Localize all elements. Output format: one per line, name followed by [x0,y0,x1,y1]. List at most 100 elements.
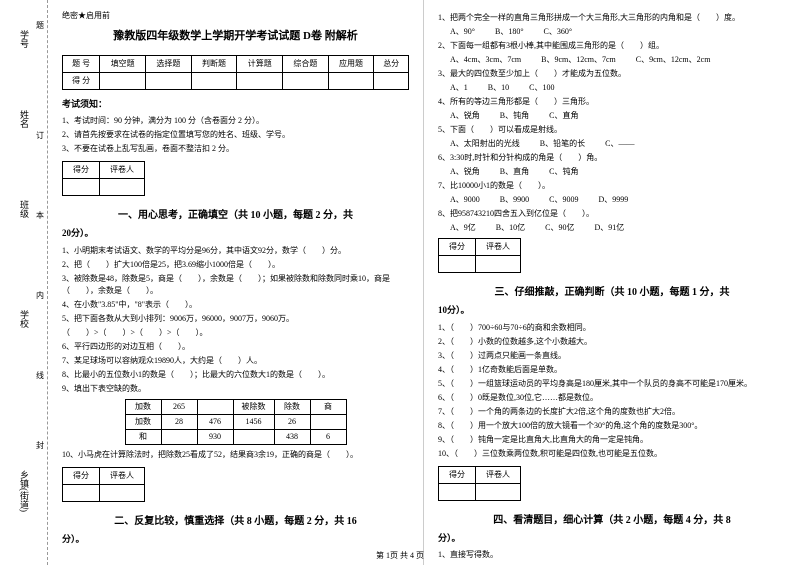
opt: B、9900 [500,194,529,206]
margin-label: 学号 [18,30,31,48]
grader-box: 得分评卷人 [438,238,521,273]
opt: B、10 [488,82,509,94]
q: 4、（ ）1亿奇数能后面是单数。 [438,364,786,376]
q: 1、小明期末考试语文、数学的平均分是96分，其中语文92分，数学（ ）分。 [62,245,409,257]
q: 2、下面每一组都有3根小棒,其中能围成三角形的是（ ）组。 [438,40,786,52]
q: 5、下面（ ）可以看成是射线。 [438,124,786,136]
grader-cell [476,256,521,273]
score-cell [439,483,476,500]
c [161,429,197,444]
q: 7、（ ）一个角的两条边的长度扩大2倍,这个角的度数也扩大2倍。 [438,406,786,418]
score-label: 得分 [439,466,476,483]
q: 3、被除数是48，除数是5，商是（ ），余数是（ ）；如果被除数和除数同时乘10… [62,273,409,297]
opt: B、钝角 [500,110,529,122]
q: 7、某足球场可以容纳观众19890人，大约是（ ）人。 [62,355,409,367]
c: 476 [197,414,233,429]
c: 26 [274,414,310,429]
th: 总分 [374,55,409,72]
grader-cell [476,483,521,500]
opt: B、9cm、12cm、7cm [541,54,616,66]
th: 题 号 [63,55,100,72]
c: 加数 [125,414,161,429]
score-label: 得分 [63,467,100,484]
grader-cell [100,179,145,196]
opt: A、太阳射出的光线 [450,138,520,150]
q: 6、3:30时,时针和分针构成的角是（ ）角。 [438,152,786,164]
grader-box: 得分评卷人 [438,466,521,501]
q: 1、把两个完全一样的直角三角形拼成一个大三角形,大三角形的内角和是（ ）度。 [438,12,786,24]
grader-cell [100,484,145,501]
section-2-title: 二、反复比较，慎重选择（共 8 小题，每题 2 分，共 16 [62,514,409,529]
grader-label: 评卷人 [100,162,145,179]
q: 9、（ ）钝角一定是比直角大,比直角大的角一定是钝角。 [438,434,786,446]
q: 3、最大的四位数至少加上（ ）才能成为五位数。 [438,68,786,80]
opt: A、1 [450,82,468,94]
c: 1456 [233,414,274,429]
td [191,72,237,89]
th: 应用题 [328,55,374,72]
exam-title: 豫教版四年级数学上学期开学考试试题 D卷 附解析 [62,28,409,45]
grader-label: 评卷人 [476,239,521,256]
q: 5、（ ）一组篮球运动员的平均身高是180厘米,其中一个队员的身高不可能是170… [438,378,786,390]
c: 438 [274,429,310,444]
q: 1、直接写得数。 [438,549,786,561]
opt: B、10亿 [496,222,525,234]
opt: C、直角 [549,110,578,122]
th: 综合题 [283,55,329,72]
th: 判断题 [191,55,237,72]
td [100,72,146,89]
notice-item: 3、不要在试卷上乱写乱画，卷面不整洁扣 2 分。 [62,143,409,155]
opt: C、100 [529,82,554,94]
q: 8、比最小的五位数小1的数是（ ）；比最大的六位数大1的数是（ ）。 [62,369,409,381]
q: 1、（ ）700÷60与70÷6的商和余数相同。 [438,322,786,334]
margin-char: 本 [36,210,44,221]
c: 除数 [274,399,310,414]
score-cell [439,256,476,273]
fill-table: 加数265被除数除数商 加数28476145626 和9304386 [125,399,347,445]
margin-label: 姓名 [18,110,31,128]
td [328,72,374,89]
c [233,429,274,444]
opt: A、锐角 [450,110,480,122]
opt: A、90° [450,26,475,38]
score-label: 得分 [63,162,100,179]
margin-label: 乡镇(街道) [18,470,31,512]
q: 9、填出下表空缺的数。 [62,383,409,395]
margin-char: 内 [36,290,44,301]
section-4-points: 分）。 [438,532,786,546]
opt: C、90亿 [545,222,574,234]
q: 4、所有的等边三角形都是（ ）三角形。 [438,96,786,108]
opt: A、9亿 [450,222,476,234]
section-3-title: 三、仔细推敲，正确判断（共 10 小题，每题 1 分，共 [438,285,786,300]
section-4-title: 四、看清题目，细心计算（共 2 小题，每题 4 分，共 8 [438,513,786,528]
score-label: 得分 [439,239,476,256]
opt: D、9999 [598,194,628,206]
q: 7、比10000小1的数是（ ）。 [438,180,786,192]
q: 4、在小数"3.85"中，"8"表示（ ）。 [62,299,409,311]
opt: C、360° [544,26,573,38]
q: 6、平行四边形的对边互相（ ）。 [62,341,409,353]
notice-item: 1、考试时间：90 分钟，满分为 100 分（含卷面分 2 分）。 [62,115,409,127]
c: 被除数 [233,399,274,414]
grader-box: 得分评卷人 [62,161,145,196]
opt: C、钝角 [549,166,578,178]
q: 5、把下面各数从大到小排列：9006万，96000，9007万，9060万。 [62,313,409,325]
td: 得 分 [63,72,100,89]
margin-char: 订 [36,130,44,141]
score-cell [63,179,100,196]
c: 265 [161,399,197,414]
q: 10、小马虎在计算除法时，把除数25看成了52，结果商3余19，正确的商是（ ）… [62,449,409,461]
margin-char: 题 [36,20,44,31]
q: 8、（ ）用一个放大100倍的放大镜看一个30°的角,这个角的度数是300°。 [438,420,786,432]
opt: A、4cm、3cm、7cm [450,54,521,66]
c: 商 [310,399,346,414]
section-3-points: 10分）。 [438,304,786,318]
td [237,72,283,89]
margin-char: 封 [36,440,44,451]
page-footer: 第 1页 共 4 页 [376,550,424,561]
margin-char: 线 [36,370,44,381]
section-1-title: 一、用心思考，正确填空（共 10 小题，每题 2 分，共 [62,208,409,223]
opt: B、铅笔的长 [540,138,585,150]
margin-label: 班级 [18,200,31,218]
grader-box: 得分评卷人 [62,467,145,502]
